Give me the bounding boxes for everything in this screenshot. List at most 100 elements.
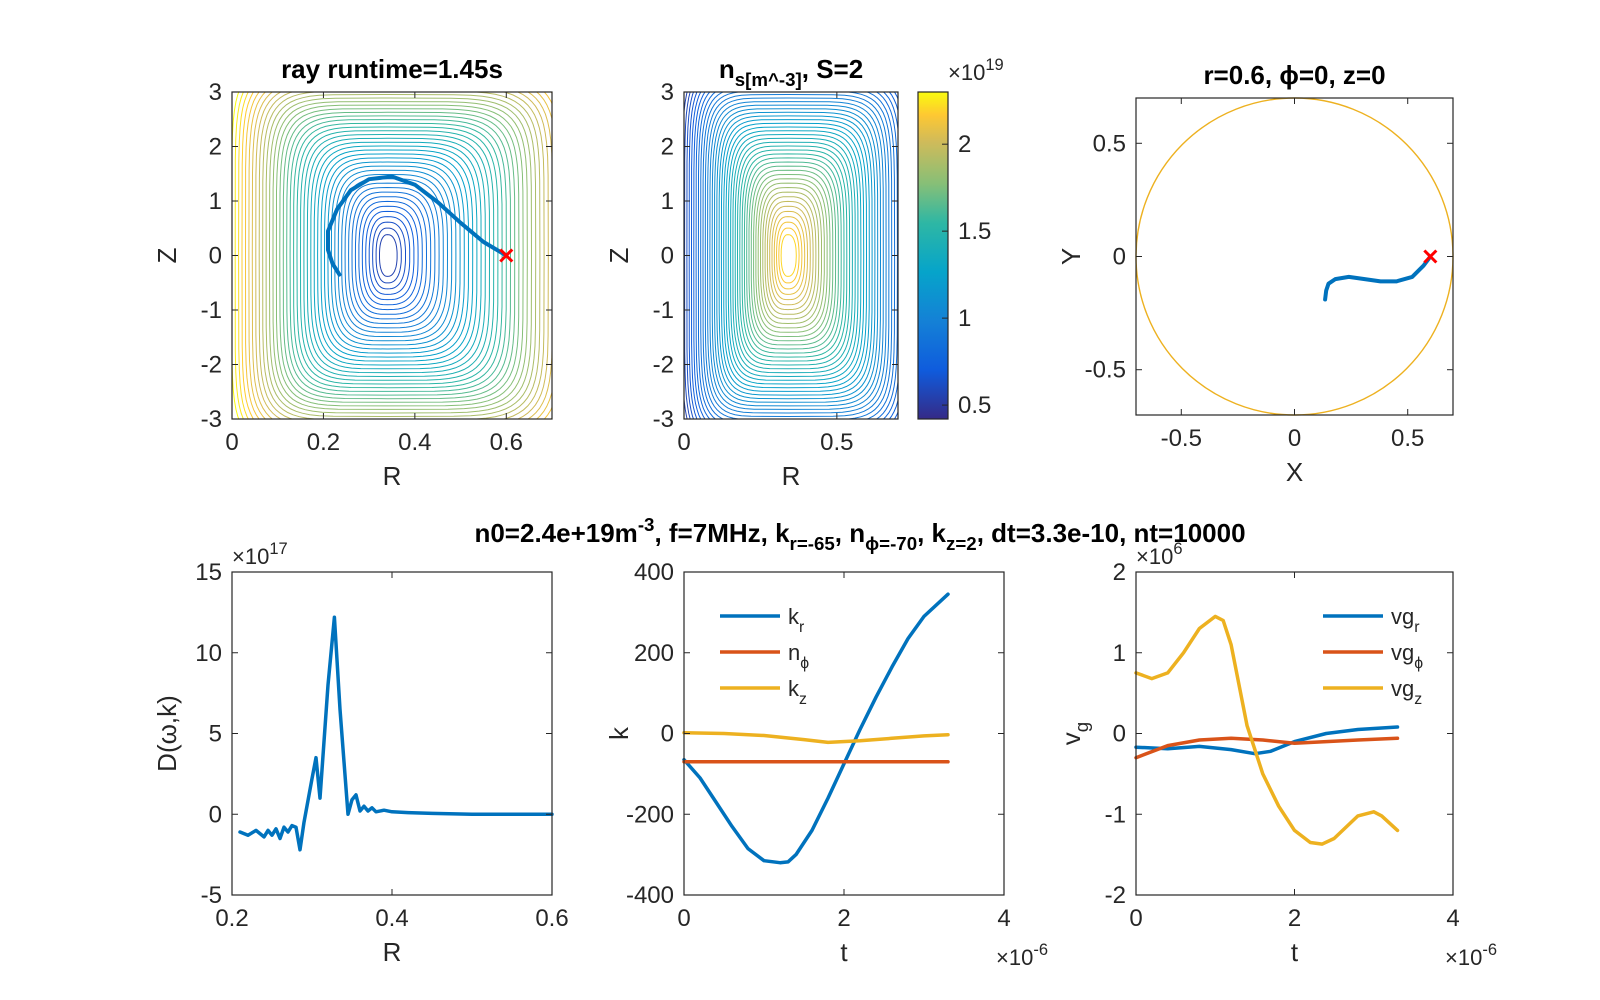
y-tick-label: 400: [634, 559, 674, 586]
contour-line: [757, 182, 825, 329]
text-span: -3: [638, 514, 655, 535]
contour-line: [372, 221, 406, 290]
text-span: , n: [835, 518, 865, 548]
colorbar-gradient: [917, 91, 949, 420]
y-axis-label: Z: [152, 247, 182, 263]
wavenumber-frame: 0 2 4 -400 -200 0 200 400 t k: [604, 559, 1011, 967]
x-axis-label: t: [840, 937, 848, 967]
x-axis-label: X: [1286, 457, 1303, 487]
contour-line: [711, 104, 882, 407]
multiplier: ×10: [1445, 945, 1482, 970]
y-tick-label: -2: [1105, 882, 1126, 909]
y-tick-label: 0: [209, 243, 222, 270]
text-span: Z: [604, 247, 634, 263]
contour-line: [286, 115, 512, 396]
top_view-axes: [1136, 98, 1453, 415]
text-span: ϕ: [800, 655, 809, 672]
contour-line: [748, 165, 837, 346]
contour-line: [289, 119, 507, 392]
x-tick-label: 4: [997, 905, 1010, 932]
x-tick-label: 0.5: [820, 429, 853, 456]
y-tick-label: -400: [626, 882, 674, 909]
y-axis-label: vg: [1056, 722, 1092, 745]
text-span: n0=2.4e+19m: [474, 518, 637, 548]
text-span: r=-65: [790, 533, 835, 554]
text-span: Y: [1056, 248, 1086, 265]
y-tick-label: 3: [661, 79, 674, 106]
x-tick-label: -0.5: [1161, 425, 1202, 452]
contour-line: [695, 92, 898, 419]
series-line: [1134, 736, 1400, 760]
y-axis-label: Y: [1056, 248, 1086, 265]
y-tick-label: 10: [195, 640, 222, 667]
series-line: [682, 592, 950, 865]
text-span: r: [1414, 619, 1420, 636]
contour-line: [293, 122, 503, 389]
x-tick-label: 0: [1288, 425, 1301, 452]
contour-line: [702, 92, 893, 419]
contour-line: [310, 141, 482, 370]
legend-label: nϕ: [788, 640, 809, 672]
x-tick-label: 0.2: [215, 905, 248, 932]
contour-line: [753, 173, 831, 338]
contour-line: [341, 178, 444, 333]
contour-line: [718, 115, 873, 396]
y-axis-label: D(ω,k): [152, 695, 182, 772]
x-axis-label: R: [383, 461, 402, 491]
y-tick-label: -3: [653, 406, 674, 433]
series-line: [1134, 725, 1400, 756]
contour-line: [700, 92, 896, 419]
text-span: v: [1056, 732, 1086, 745]
contour-line: [713, 108, 879, 403]
contour-line: [778, 227, 800, 284]
series-line: [238, 615, 554, 852]
contour-line: [337, 173, 449, 338]
x-axis-label: R: [782, 461, 801, 491]
contour-line: [323, 157, 465, 354]
y-tick-label: 1: [661, 188, 674, 215]
y-tick-label: 5: [209, 721, 222, 748]
y-tick-label: -2: [653, 352, 674, 379]
contour-line: [773, 216, 806, 295]
text-span: ϕ=-70: [865, 533, 917, 554]
exponent: 17: [269, 540, 287, 558]
exponent: -6: [1033, 941, 1048, 959]
text-span: r=0.6, ϕ=0, z=0: [1203, 60, 1385, 90]
wavenumber-series: [682, 592, 950, 865]
multiplier: ×10: [1136, 544, 1173, 569]
y-tick-label: -200: [626, 801, 674, 828]
contour-line: [306, 137, 486, 374]
y-tick-label: 3: [209, 79, 222, 106]
y-tick-label: -5: [201, 882, 222, 909]
plot-area: [232, 572, 552, 895]
text-span: g: [1071, 722, 1092, 732]
contour-line: [690, 92, 898, 419]
contour-line: [354, 196, 428, 315]
chart-title: ray runtime=1.45s: [281, 54, 503, 84]
contour-line: [739, 149, 848, 362]
contour-line: [750, 169, 834, 342]
colorbar-tick-label: 1.5: [958, 218, 991, 245]
contour-line: [296, 126, 499, 385]
x-axis-label: R: [383, 937, 402, 967]
contour-line: [743, 157, 842, 354]
x-tick-label: 2: [837, 905, 850, 932]
plot-area: [1136, 572, 1453, 895]
contour-line: [730, 133, 859, 378]
y-tick-label: -3: [201, 406, 222, 433]
contour-line: [251, 92, 552, 419]
text-span: vg: [1391, 676, 1414, 701]
contour-line: [244, 92, 552, 419]
contour-line: [358, 200, 423, 311]
x-tick-label: 2: [1288, 905, 1301, 932]
exponent: -6: [1482, 941, 1497, 959]
dispersion-frame: 0.2 0.4 0.6 -5 0 5 10 15 R D(ω,k): [152, 559, 569, 967]
figure-supertitle: n0=2.4e+19m-3, f=7MHz, kr=-65, nϕ=-70, k…: [474, 514, 1245, 554]
start-marker: [499, 248, 514, 263]
y-tick-label: 2: [1113, 559, 1126, 586]
colorbar-tick-label: 1: [958, 305, 971, 332]
contour-line: [727, 130, 862, 381]
y-tick-label: 2: [209, 134, 222, 161]
